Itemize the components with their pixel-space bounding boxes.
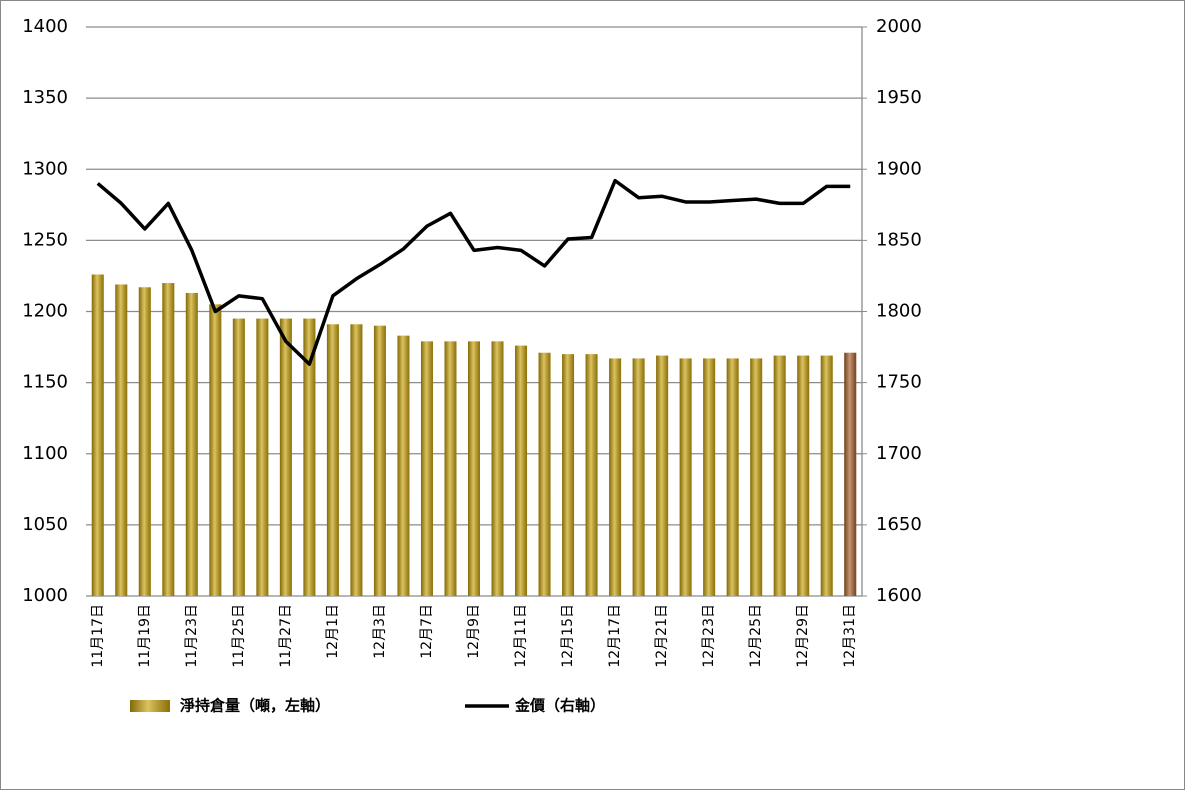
y2-tick-label: 2000 (876, 16, 922, 37)
y2-tick-label: 1750 (876, 372, 922, 393)
bar-shade (703, 358, 716, 596)
line (96, 178, 851, 366)
bar-shade (679, 358, 692, 596)
bar-shade (185, 293, 198, 596)
x-tick-label: 11月19日 (137, 604, 153, 668)
x-tick-label: 12月1日 (325, 604, 341, 659)
x-tick-label: 12月9日 (466, 604, 482, 659)
bar-shade (397, 335, 410, 596)
bar-shade (515, 345, 528, 596)
y2-tick-label: 1900 (876, 158, 922, 179)
bar-shade (138, 287, 151, 596)
y-tick-label: 1400 (22, 16, 68, 37)
x-tick-label: 12月17日 (607, 604, 623, 668)
bar-shade (209, 304, 222, 596)
legend-swatch-shade (130, 700, 170, 712)
x-tick-label: 12月15日 (560, 604, 576, 668)
bar-shade (632, 358, 645, 596)
y-tick-label: 1050 (22, 514, 68, 535)
x-tick-label: 12月23日 (701, 604, 717, 668)
bar-shade (609, 358, 622, 596)
y-tick-label: 1200 (22, 301, 68, 322)
legend-label: 金價（右軸） (514, 697, 605, 715)
bar-shade (256, 318, 269, 596)
bar-shade (844, 352, 857, 596)
y2-tick-label: 1600 (876, 585, 922, 606)
bar-shade (773, 355, 786, 596)
y-tick-label: 1350 (22, 87, 68, 108)
bar-shade (279, 318, 292, 596)
bar-shade (585, 354, 598, 596)
bar-shade (420, 341, 433, 596)
y-tick-label: 1000 (22, 585, 68, 606)
bar-shade (350, 324, 363, 596)
bar-shade (373, 325, 386, 596)
x-tick-label: 12月21日 (654, 604, 670, 668)
bar-shade (820, 355, 833, 596)
bar-shade (326, 324, 339, 596)
bar-shade (468, 341, 480, 596)
bar-shade (797, 355, 810, 596)
legend-label: 淨持倉量（噸，左軸） (180, 697, 330, 715)
x-tick-label: 12月31日 (842, 604, 858, 668)
bar-shade (444, 341, 457, 596)
x-tick-label: 12月11日 (513, 604, 529, 668)
bar-shade (726, 358, 739, 596)
x-tick-label: 12月25日 (748, 604, 764, 668)
y-tick-label: 1250 (22, 229, 68, 250)
bar-shade (115, 284, 128, 596)
y2-tick-label: 1800 (876, 301, 922, 322)
bar-shade (750, 358, 763, 596)
bar-shade (538, 352, 551, 596)
bar-shade (91, 274, 104, 596)
x-tick-label: 12月29日 (795, 604, 811, 668)
bar-shade (232, 318, 245, 596)
y-tick-label: 1300 (22, 158, 68, 179)
bar-shade (303, 318, 316, 596)
y2-tick-label: 1950 (876, 87, 922, 108)
x-tick-label: 11月17日 (90, 604, 106, 668)
y2-tick-label: 1850 (876, 229, 922, 250)
x-tick-label: 11月23日 (184, 604, 200, 668)
y2-tick-label: 1650 (876, 514, 922, 535)
x-tick-label: 12月7日 (419, 604, 435, 659)
y2-tick-label: 1700 (876, 443, 922, 464)
bar-shade (162, 283, 175, 596)
y-tick-label: 1100 (22, 443, 68, 464)
x-tick-label: 11月27日 (278, 604, 294, 668)
bar-shade (656, 355, 669, 596)
x-tick-label: 11月25日 (231, 604, 247, 668)
bar-shade (491, 341, 504, 596)
x-tick-label: 12月3日 (372, 604, 388, 659)
bar-shade (562, 354, 575, 596)
y-tick-label: 1150 (22, 372, 68, 393)
